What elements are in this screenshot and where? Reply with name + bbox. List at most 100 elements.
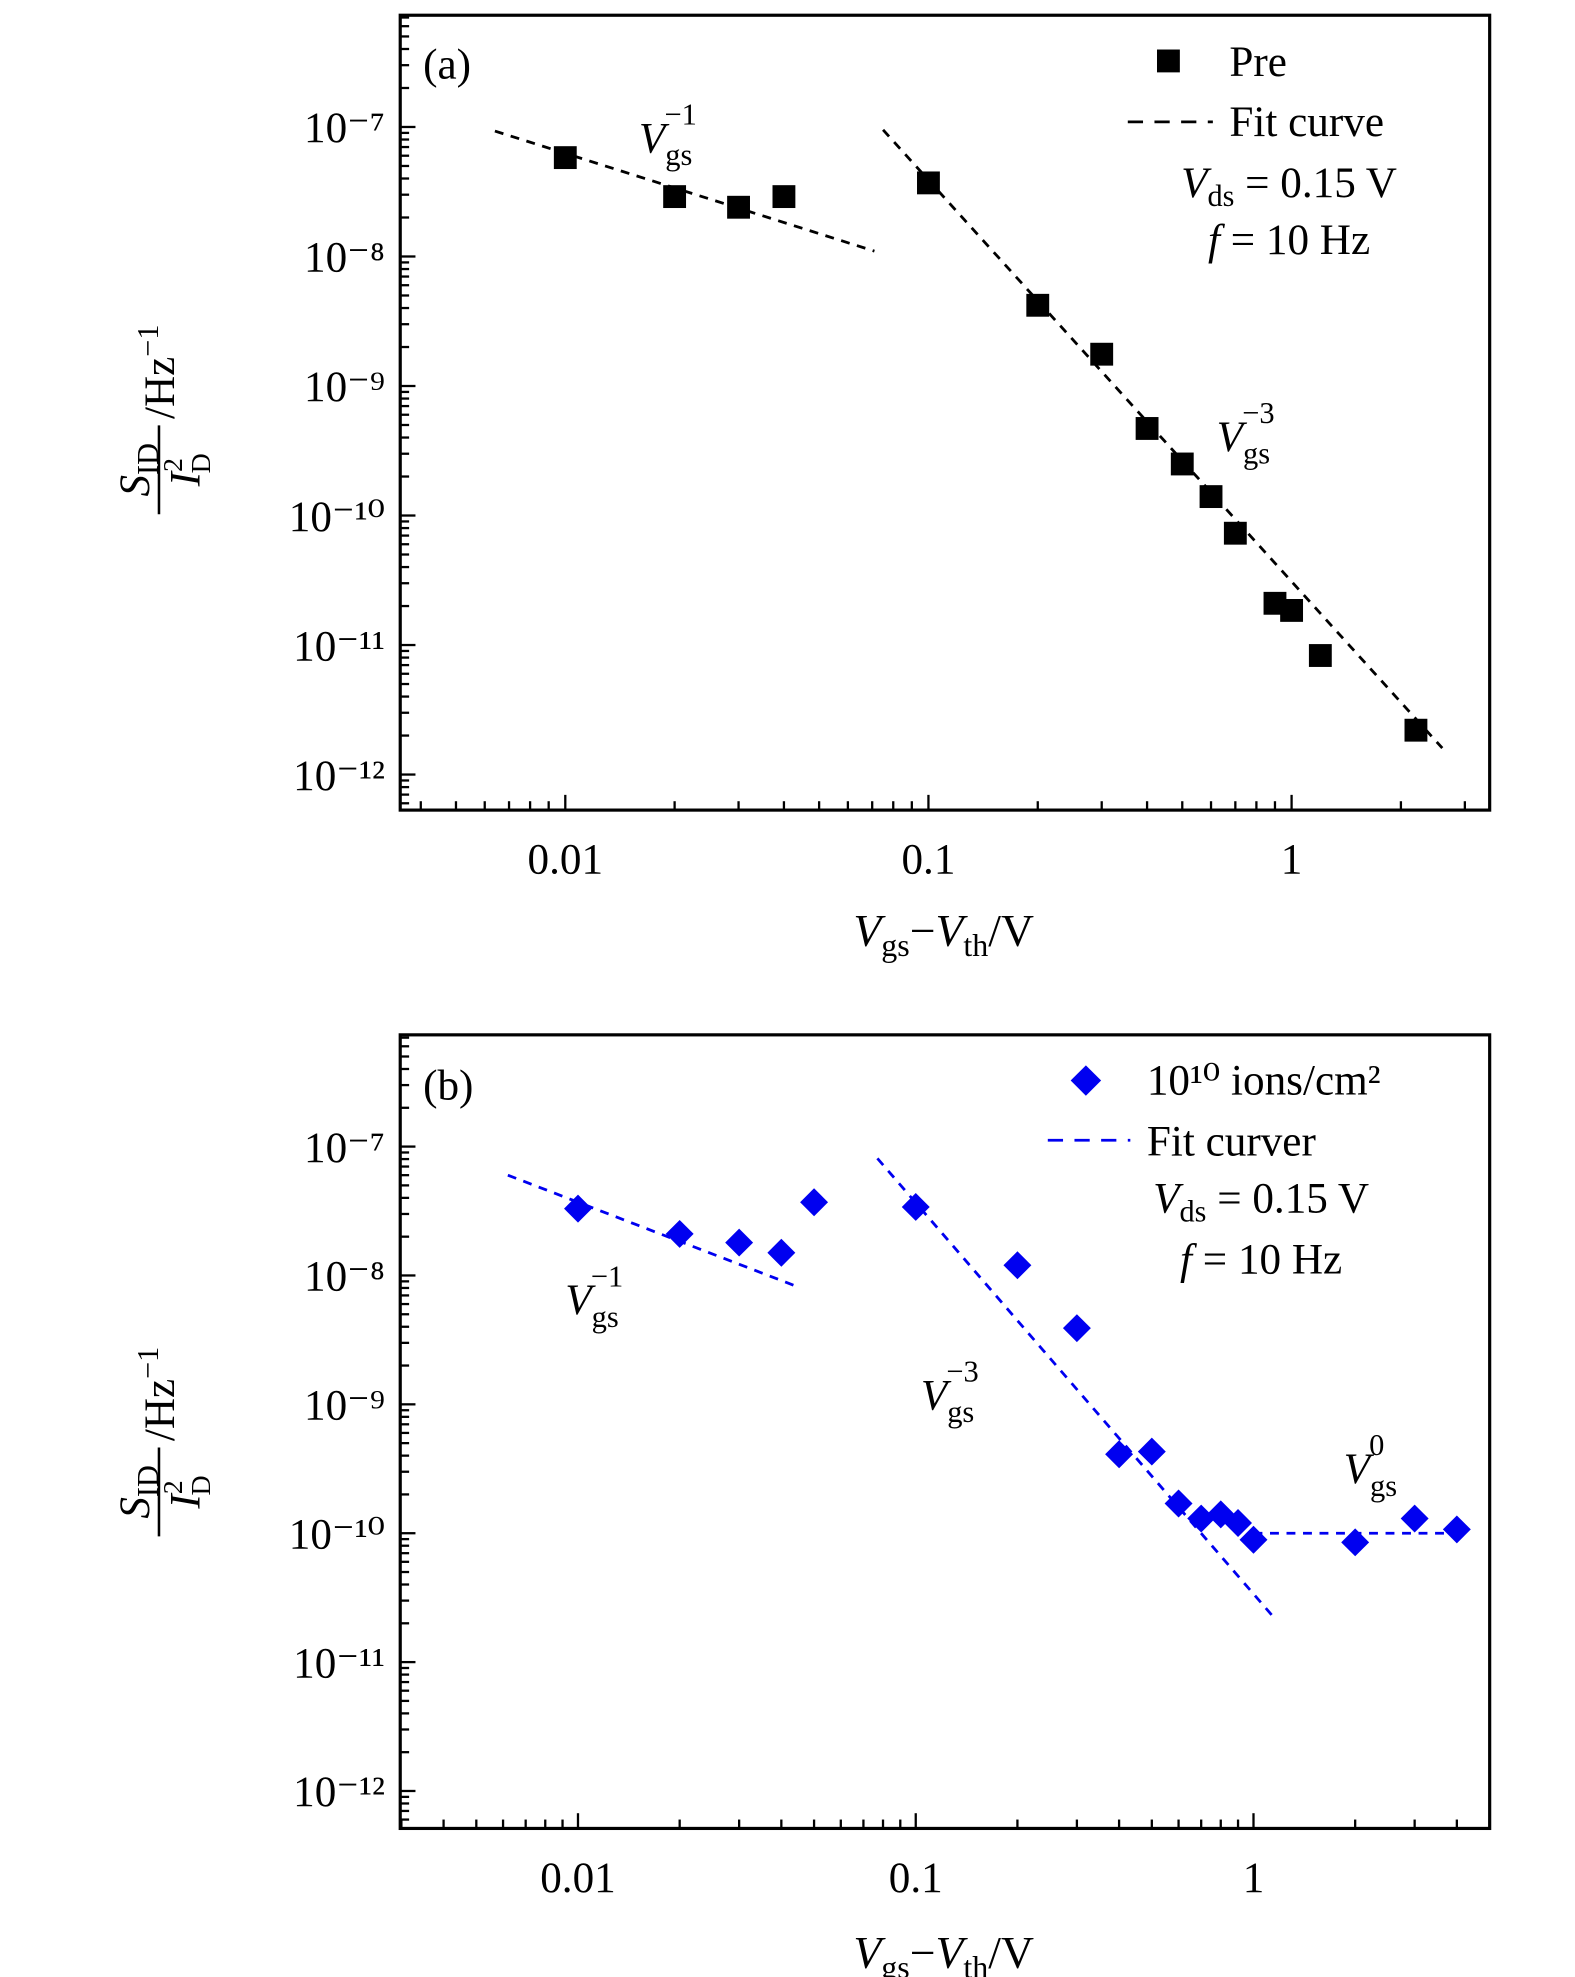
text-part: gs xyxy=(1370,1469,1397,1503)
data-point xyxy=(1280,599,1304,622)
y-tick-label: 10⁻⁷ xyxy=(304,1125,385,1172)
text-part: V xyxy=(935,1927,968,1977)
text-part: −3 xyxy=(1242,396,1274,430)
x-tick-label: 0.01 xyxy=(528,837,604,884)
data-point xyxy=(767,1238,796,1267)
legend-marker xyxy=(1156,49,1180,73)
text-part: V xyxy=(565,1277,596,1324)
y-tick-label: 10⁻¹¹ xyxy=(293,623,385,670)
fit-line xyxy=(507,1173,796,1288)
text-part: gs xyxy=(881,1949,909,1977)
text-part: 2 xyxy=(158,458,189,472)
legend-fit-label: Fit curver xyxy=(1147,1118,1316,1165)
chart-panel-a: 0.01 0.1 1 10⁻⁷ 10⁻⁸ 10⁻⁹ 10⁻¹⁰ 10⁻¹¹ 10⁻¹² (a) Pr… xyxy=(112,13,1492,963)
data-point xyxy=(1404,718,1428,742)
data-point xyxy=(1062,1314,1091,1343)
text-part: gs xyxy=(1243,436,1270,470)
y-tick-label: 10⁻⁹ xyxy=(304,1383,385,1430)
data-point xyxy=(1199,485,1223,509)
condition-frequency: f = 10 Hz xyxy=(1208,217,1370,264)
text-part: S xyxy=(112,475,159,497)
data-point xyxy=(1164,1489,1193,1518)
text-part: V xyxy=(1181,160,1212,207)
fit-line xyxy=(882,128,1444,750)
data-point xyxy=(727,195,750,219)
panel-label: (b) xyxy=(423,1063,473,1110)
data-point xyxy=(1223,521,1247,545)
data-point xyxy=(1239,1525,1268,1554)
plot-frame xyxy=(398,13,1492,812)
data-point xyxy=(663,185,687,209)
x-tick-label: 1 xyxy=(1243,1855,1265,1902)
text-part: V xyxy=(1344,1446,1375,1493)
y-label-unit: /Hz−1 xyxy=(131,325,185,419)
y-tick-label: 10⁻⁷ xyxy=(304,105,385,152)
text-part: V xyxy=(1153,1176,1184,1223)
data-point xyxy=(1224,1509,1253,1537)
text-part: −1 xyxy=(131,1347,165,1379)
panel-label: (a) xyxy=(423,42,471,89)
text-part: V xyxy=(853,1927,886,1977)
text-part: I xyxy=(163,1492,210,1510)
text-part: V xyxy=(921,1372,952,1419)
text-part: V xyxy=(853,905,886,956)
text-part: = 0.15 V xyxy=(1206,1176,1369,1223)
condition-vds: Vds = 0.15 V xyxy=(1153,1176,1369,1229)
text-part: th xyxy=(963,927,988,963)
data-point xyxy=(901,1192,930,1221)
x-axis-label: Vgs−Vth/V xyxy=(853,1927,1034,1977)
data-point xyxy=(1105,1440,1134,1469)
y-tick-label: 10⁻⁸ xyxy=(304,1254,385,1301)
data-point xyxy=(917,171,940,195)
slope-annotation: Vgs −1 xyxy=(565,1259,623,1334)
y-tick-label: 10⁻¹⁰ xyxy=(289,494,385,541)
chart-panel-b: 0.01 0.1 1 10⁻⁷ 10⁻⁸ 10⁻⁹ 10⁻¹⁰ 10⁻¹¹ 10⁻¹² (b) 10… xyxy=(112,1033,1492,1977)
y-label-denominator: I2D xyxy=(158,1475,217,1509)
text-part: ds xyxy=(1180,1195,1207,1229)
y-label-denominator: I2D xyxy=(158,453,217,487)
text-part: /Hz xyxy=(137,357,184,419)
text-part: − xyxy=(910,1927,936,1977)
y-tick-label: 10⁻⁸ xyxy=(304,235,385,282)
text-part: − xyxy=(910,905,936,956)
text-part: D xyxy=(186,1475,217,1495)
text-part: I xyxy=(163,469,210,487)
text-part: −1 xyxy=(131,325,165,357)
text-part: gs xyxy=(665,138,692,172)
data-point xyxy=(1341,1528,1370,1557)
y-tick-label: 10⁻¹² xyxy=(293,1769,385,1816)
text-part: V xyxy=(1217,414,1248,461)
text-part: −1 xyxy=(591,1259,623,1293)
condition-vds: Vds = 0.15 V xyxy=(1181,160,1397,213)
legend-marker xyxy=(1070,1065,1102,1096)
data-point xyxy=(800,1188,829,1217)
text-part: −3 xyxy=(946,1354,978,1388)
data-point xyxy=(553,146,577,170)
data-point xyxy=(1170,452,1194,476)
data-point xyxy=(1026,293,1050,317)
data-point xyxy=(1187,1504,1216,1533)
y-label-unit: /Hz−1 xyxy=(131,1347,185,1441)
text-part: V xyxy=(935,905,968,956)
text-part: D xyxy=(186,453,217,473)
data-point xyxy=(1442,1515,1471,1544)
text-part: −1 xyxy=(664,97,696,131)
y-tick-label: 10⁻¹⁰ xyxy=(289,1511,385,1558)
legend-series-label: Pre xyxy=(1229,39,1287,86)
x-tick-label: 0.01 xyxy=(540,1855,616,1902)
x-tick-label: 0.1 xyxy=(901,837,955,884)
slope-annotation: Vgs 0 xyxy=(1344,1428,1397,1503)
text-part: V xyxy=(639,115,670,162)
data-point xyxy=(564,1194,592,1223)
text-part: gs xyxy=(947,1395,974,1429)
legend-series-label: 10¹⁰ ions/cm² xyxy=(1147,1058,1381,1105)
text-part: = 10 Hz xyxy=(1192,1237,1342,1284)
x-tick-label: 0.1 xyxy=(889,1855,943,1902)
y-tick-label: 10⁻¹² xyxy=(293,753,385,800)
data-point xyxy=(1137,1437,1166,1466)
data-point xyxy=(1308,644,1332,667)
data-point xyxy=(1135,417,1159,440)
